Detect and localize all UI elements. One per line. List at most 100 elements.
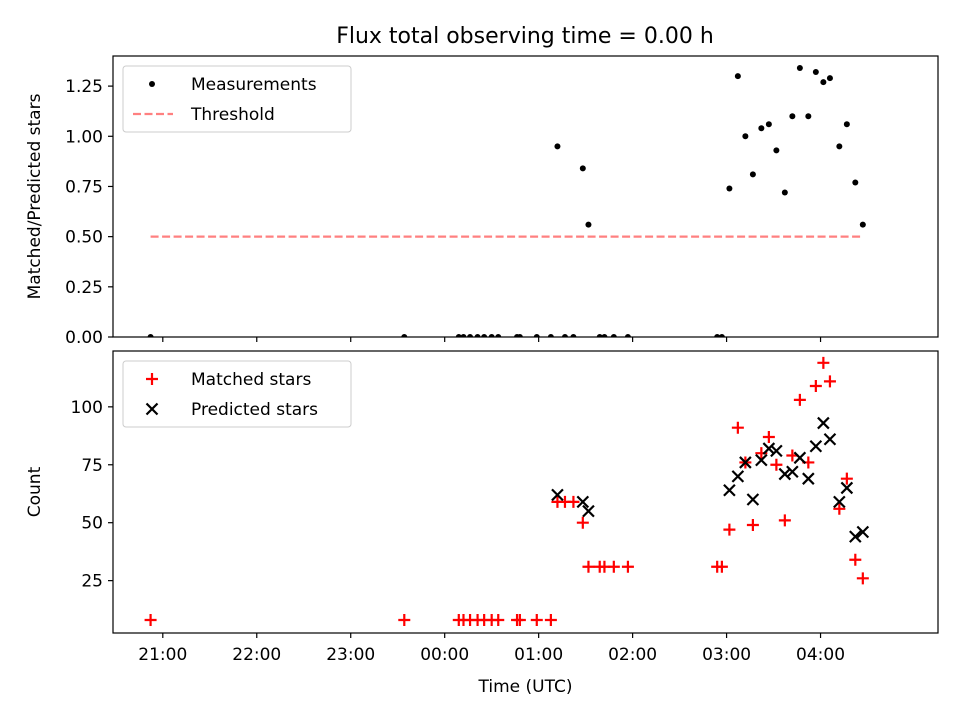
matched-star-point [621,560,634,573]
predicted-star-point [802,472,815,485]
predicted-star-point [762,442,776,455]
legend-label: Matched stars [191,370,311,390]
measurement-point [734,73,741,80]
y-tick-label: 50 [81,514,103,534]
matched-star-point [513,614,526,627]
predicted-star-point [778,467,792,481]
matched-star-point [746,519,759,532]
measurement-point [796,65,803,72]
x-tick-label: 02:00 [608,645,657,665]
measurement-point [401,334,408,337]
measurement-point [714,334,721,337]
legend-label: Measurements [191,75,317,95]
measurement-point [488,334,495,337]
measurement-point [495,334,502,337]
legend: Measurements Threshold [122,65,352,133]
predicted-star-point [849,530,862,543]
y-tick-label: 0.75 [65,177,103,197]
legend-label: Threshold [190,105,275,125]
matched-star-point [762,430,775,443]
measurement-point [789,113,796,120]
matched-star-point [778,514,791,527]
measurement-point [474,334,481,337]
measurement-point [826,75,833,82]
measurement-point [147,334,154,337]
y-tick-label: 25 [81,572,103,592]
measurement-point [455,334,462,337]
matched-star-point [715,560,728,573]
y-tick-label: 100 [71,398,103,418]
legend-measurement-marker [149,81,155,87]
matched-star-point [398,614,411,627]
predicted-star-point [746,493,760,506]
measurement-point [805,113,812,120]
x-tick-label: 03:00 [702,645,751,665]
predicted-star-point [856,525,870,539]
measurement-point [516,334,523,337]
predicted-star-point [739,456,752,469]
measurement-point [852,179,859,186]
matched-star-point [607,560,620,573]
measurement-point [742,133,749,140]
predicted-star-point [817,416,830,430]
measurement-point [533,334,540,337]
legend-matched-marker [146,373,158,385]
x-tick-label: 21:00 [138,645,187,665]
plot-area [144,356,870,627]
measurement-point [773,147,780,154]
predicted-star-point [731,470,745,483]
y-tick-label: 1.25 [65,77,103,97]
y-tick-label: 0.00 [65,328,103,348]
predicted-star-point [551,488,564,502]
x-tick-label: 22:00 [232,645,281,665]
matched-star-point [833,502,846,515]
matched-star-point [793,393,806,406]
x-tick-label: 00:00 [420,645,469,665]
x-tick-label: 04:00 [796,645,845,665]
matched-star-point [530,614,543,627]
measurement-point [859,221,866,228]
measurement-point [718,334,725,337]
matched-star-point [544,614,557,627]
measurement-point [547,334,554,337]
matched-star-point [576,516,589,529]
counts-panel: 25 50 75 100 21:00 22:00 23:00 00:00 01:00 02:00 0… [25,350,939,697]
matched-star-point [840,472,853,485]
matched-star-point [723,523,736,536]
ratio-panel: 0.00 0.25 0.50 0.75 1.00 1.25 Matched/Predicte… [25,55,939,348]
measurement-point [460,334,467,337]
matched-star-point [731,421,744,434]
measurement-point [820,79,827,86]
legend-label: Predicted stars [191,400,318,420]
x-axis-label: Time (UTC) [478,677,573,697]
y-axis-label: Count [25,466,45,517]
axes-frame [112,55,939,338]
matched-star-point [823,375,836,388]
matched-star-point [856,572,869,585]
y-tick-label: 0.50 [65,228,103,248]
matched-star-point [849,553,862,566]
measurement-point [467,334,474,337]
measurement-point [585,221,592,228]
measurement-point [758,125,765,132]
measurement-point [781,189,788,196]
measurement-point [601,334,608,337]
predicted-star-point [582,504,595,518]
plot-area [147,65,866,337]
predicted-star-point [770,444,783,458]
measurement-point [561,334,568,337]
measurement-point [610,334,617,337]
measurement-point [726,185,733,192]
measurement-point [812,69,819,76]
measurement-point [554,143,561,150]
legend-box [122,65,352,133]
y-tick-label: 1.00 [65,127,103,147]
matched-star-point [492,614,505,627]
predicted-star-point [786,465,799,479]
y-tick-label: 75 [81,456,103,476]
predicted-star-point [755,453,768,467]
y-axis-label: Matched/Predicted stars [25,93,45,299]
matched-star-point [770,458,783,471]
matched-star-point [582,560,595,573]
